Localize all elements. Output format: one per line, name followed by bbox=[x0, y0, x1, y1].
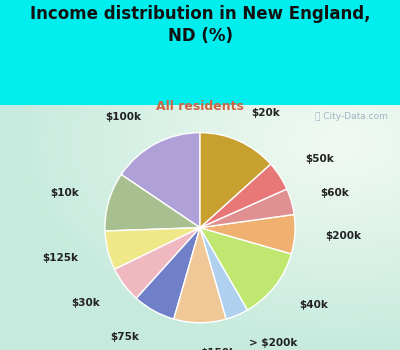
Wedge shape bbox=[105, 228, 200, 270]
Text: $30k: $30k bbox=[71, 298, 100, 308]
Text: $150k: $150k bbox=[200, 348, 236, 350]
Wedge shape bbox=[200, 228, 248, 319]
Wedge shape bbox=[136, 228, 200, 319]
Text: $75k: $75k bbox=[110, 332, 139, 342]
Text: $100k: $100k bbox=[105, 112, 141, 122]
Text: $125k: $125k bbox=[42, 253, 78, 263]
Text: $60k: $60k bbox=[321, 188, 349, 198]
Text: $200k: $200k bbox=[325, 231, 361, 242]
Text: $50k: $50k bbox=[305, 154, 334, 164]
Text: $20k: $20k bbox=[251, 108, 280, 118]
Wedge shape bbox=[200, 228, 291, 310]
Wedge shape bbox=[105, 175, 200, 231]
Wedge shape bbox=[200, 189, 294, 228]
Wedge shape bbox=[114, 228, 200, 298]
Text: ⓘ City-Data.com: ⓘ City-Data.com bbox=[315, 112, 388, 121]
Wedge shape bbox=[200, 215, 295, 254]
Text: $40k: $40k bbox=[299, 300, 328, 310]
Text: All residents: All residents bbox=[156, 100, 244, 113]
Wedge shape bbox=[121, 133, 200, 228]
Wedge shape bbox=[200, 133, 271, 228]
Wedge shape bbox=[174, 228, 226, 323]
Wedge shape bbox=[200, 164, 287, 228]
Text: Income distribution in New England,
ND (%): Income distribution in New England, ND (… bbox=[30, 5, 370, 46]
Text: $10k: $10k bbox=[51, 188, 79, 198]
Text: > $200k: > $200k bbox=[249, 338, 298, 348]
